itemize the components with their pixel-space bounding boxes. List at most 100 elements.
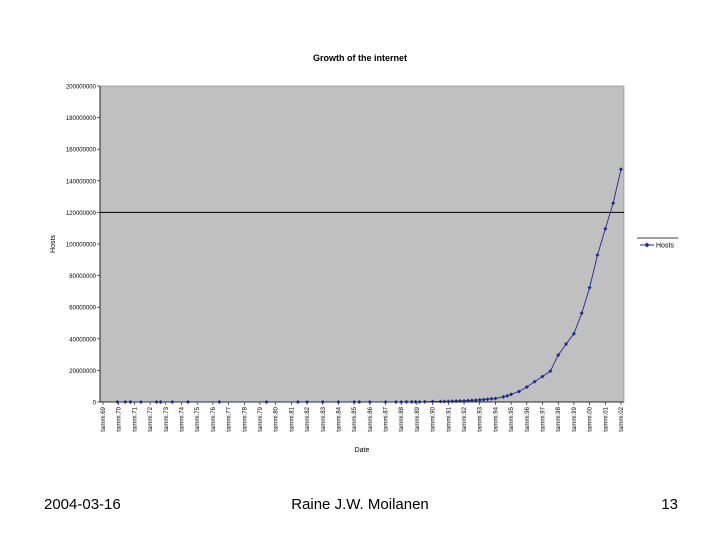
data-point — [367, 399, 372, 404]
data-point — [462, 398, 467, 403]
x-tick-label: tammi.89 — [415, 406, 421, 431]
x-tick-label: tammi.02 — [619, 406, 625, 431]
data-point — [399, 399, 404, 404]
data-point — [571, 331, 576, 336]
data-point — [501, 394, 506, 399]
data-point — [477, 397, 482, 402]
data-point — [442, 399, 447, 404]
data-point — [438, 399, 443, 404]
data-point — [450, 399, 455, 404]
data-point — [404, 399, 409, 404]
x-tick-label: tammi.81 — [289, 406, 295, 431]
data-point — [138, 399, 143, 404]
y-tick-label: 0 — [93, 401, 97, 407]
data-point — [446, 399, 451, 404]
x-tick-label: tammi.70 — [117, 406, 123, 431]
x-tick-label: tammi.98 — [556, 406, 562, 431]
x-tick-label: tammi.90 — [431, 406, 437, 431]
data-point — [394, 399, 399, 404]
series-line-hosts — [117, 169, 622, 403]
y-tick-label: 200000000 — [66, 85, 97, 91]
data-point — [458, 399, 463, 404]
x-tick-label: tammi.72 — [148, 406, 154, 431]
data-point — [587, 285, 592, 290]
data-point — [465, 398, 470, 403]
data-point — [409, 399, 414, 404]
data-point — [305, 399, 310, 404]
x-tick-label: tammi.84 — [336, 406, 342, 431]
data-point — [217, 399, 222, 404]
data-point — [603, 226, 608, 231]
x-tick-label: tammi.79 — [258, 406, 264, 431]
data-point — [619, 167, 623, 172]
x-tick-label: tammi.76 — [211, 406, 217, 431]
x-tick-label: tammi.95 — [509, 406, 515, 431]
y-tick-label: 160000000 — [66, 148, 97, 154]
data-point — [556, 353, 561, 358]
y-tick-label: 100000000 — [66, 243, 97, 249]
data-point — [154, 399, 159, 404]
x-tick-label: tammi.82 — [305, 406, 311, 431]
data-point — [481, 397, 486, 402]
x-axis-ticks: tammi.69 tammi.70 tammi.71 tammi.72 tammi.73… — [101, 402, 625, 432]
y-axis-label: Hosts — [50, 235, 57, 253]
data-point — [422, 399, 427, 404]
y-axis-ticks: 0 20000000 40000000 60000000 80000000 1000000… — [66, 85, 100, 407]
footer-date: 2004-03-16 — [44, 496, 121, 513]
x-tick-label: tammi.99 — [572, 406, 578, 431]
data-point — [493, 396, 498, 401]
x-tick-label: tammi.94 — [493, 406, 499, 431]
data-point — [540, 374, 545, 379]
data-point — [430, 399, 435, 404]
y-tick-label: 20000000 — [69, 369, 96, 375]
x-tick-label: tammi.91 — [446, 406, 452, 431]
data-point — [186, 399, 191, 404]
data-point — [469, 398, 474, 403]
data-point — [115, 400, 120, 404]
footer-page-number: 13 — [661, 496, 678, 513]
data-point — [417, 399, 422, 404]
data-point — [264, 399, 269, 404]
data-point — [564, 341, 569, 346]
data-point — [505, 393, 510, 398]
data-point — [524, 385, 529, 390]
data-point — [123, 400, 128, 404]
data-point — [579, 311, 584, 316]
data-point — [158, 399, 163, 404]
data-point — [509, 392, 514, 397]
data-point — [485, 397, 490, 402]
x-tick-label: tammi.83 — [321, 406, 327, 431]
data-point — [320, 399, 325, 404]
x-tick-label: tammi.01 — [603, 406, 609, 431]
data-point — [473, 398, 478, 403]
data-point — [352, 399, 357, 404]
series-markers-hosts — [115, 167, 623, 404]
x-tick-label: tammi.77 — [227, 406, 233, 431]
x-tick-label: tammi.80 — [274, 406, 280, 431]
data-point — [170, 399, 175, 404]
legend: Hosts — [637, 237, 678, 250]
data-point — [516, 389, 521, 394]
y-tick-label: 60000000 — [69, 306, 96, 312]
chart-title: Growth of the internet — [313, 53, 407, 63]
y-tick-label: 40000000 — [69, 337, 96, 343]
y-tick-label: 80000000 — [69, 274, 96, 280]
data-point — [532, 379, 537, 384]
x-tick-label: tammi.69 — [101, 406, 107, 431]
x-tick-label: tammi.73 — [164, 406, 170, 431]
data-point — [357, 399, 362, 404]
data-point — [128, 399, 133, 404]
data-point — [611, 201, 616, 206]
x-axis-label: Date — [355, 447, 370, 454]
data-point — [295, 399, 300, 404]
x-tick-label: tammi.00 — [588, 406, 594, 431]
data-point — [489, 396, 494, 401]
plot-area — [99, 85, 625, 403]
x-tick-label: tammi.92 — [462, 406, 468, 431]
x-tick-label: tammi.85 — [352, 406, 358, 431]
data-point — [383, 399, 388, 404]
legend-label: Hosts — [656, 243, 674, 250]
legend-marker — [644, 242, 650, 248]
footer-author: Raine J.W. Moilanen — [291, 496, 429, 513]
